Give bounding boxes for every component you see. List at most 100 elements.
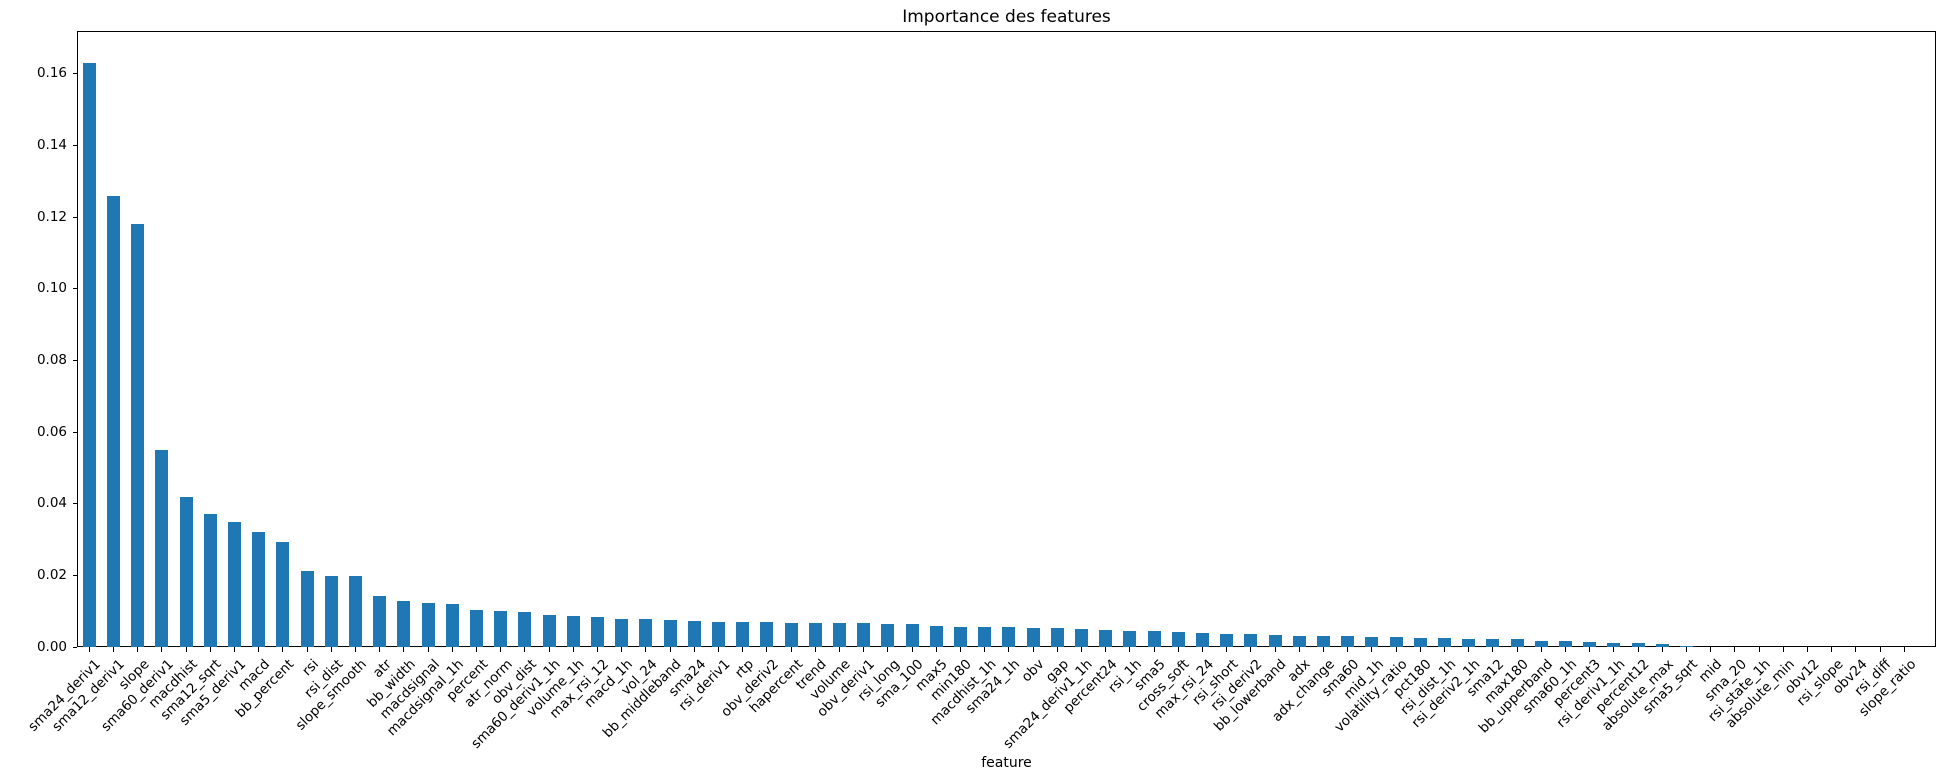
- bar-cross_soft: [1171, 631, 1185, 647]
- x-tick-mark: [911, 647, 913, 652]
- bar-rsi_long: [881, 623, 895, 647]
- x-tick-mark: [863, 647, 865, 652]
- x-tick-mark: [1419, 647, 1421, 652]
- x-tick-mark: [403, 647, 405, 652]
- bar-sma5_deriv1: [228, 521, 241, 647]
- x-tick-mark: [1032, 647, 1034, 652]
- bar-sma24_deriv1: [82, 62, 96, 647]
- bar-bb_lowerband: [1268, 634, 1282, 647]
- x-tick-mark: [1661, 647, 1663, 652]
- x-tick-mark: [306, 647, 308, 652]
- y-tick-label: 0.00: [36, 638, 67, 655]
- bar-adx: [1292, 635, 1306, 647]
- x-tick-mark: [209, 647, 211, 652]
- x-tick-mark: [548, 647, 550, 652]
- bar-rsi_dist_1h: [1438, 638, 1451, 647]
- x-tick-mark: [161, 647, 163, 652]
- x-tick-mark: [1758, 647, 1760, 652]
- x-tick-mark: [984, 647, 986, 652]
- bar-vol_24: [639, 619, 653, 647]
- x-axis-title: feature: [981, 755, 1032, 771]
- bar-rsi_short: [1220, 633, 1234, 647]
- bar-sma60_deriv1: [155, 449, 169, 647]
- x-tick-mark: [1250, 647, 1252, 652]
- x-tick-mark: [88, 647, 90, 652]
- x-tick-mark: [1879, 647, 1881, 652]
- y-tick-mark: [72, 431, 77, 433]
- y-tick-mark: [72, 574, 77, 576]
- y-tick-label: 0.04: [36, 495, 67, 512]
- bar-rtp: [736, 621, 750, 647]
- x-tick-mark: [1129, 647, 1131, 652]
- x-tick-mark: [1807, 647, 1808, 652]
- x-tick-mark: [572, 647, 574, 652]
- bar-max_rsi_24: [1196, 632, 1209, 647]
- bar-macd_1h: [615, 618, 629, 647]
- x-tick-label: obv: [1018, 656, 1048, 686]
- x-tick-mark: [645, 647, 647, 652]
- x-tick-mark: [1589, 647, 1591, 652]
- bar-slope: [131, 224, 145, 647]
- bar-hapercent: [784, 622, 798, 647]
- bar-rsi_dist: [324, 576, 338, 647]
- bar-sma60_deriv1_1h: [542, 614, 556, 647]
- x-tick-mark: [500, 647, 502, 652]
- y-tick-mark: [72, 503, 77, 505]
- y-tick-mark: [72, 144, 77, 146]
- x-tick-mark: [718, 647, 719, 652]
- bar-sma12: [1486, 639, 1500, 647]
- x-tick-mark: [355, 647, 356, 652]
- x-tick-mark: [1323, 647, 1324, 652]
- x-tick-mark: [1855, 647, 1857, 652]
- bar-obv: [1026, 628, 1040, 647]
- x-tick-mark: [742, 647, 744, 652]
- bar-obv_deriv1: [857, 622, 871, 647]
- x-tick-mark: [1782, 647, 1784, 652]
- y-tick-mark: [72, 216, 77, 218]
- x-tick-mark: [1177, 647, 1179, 652]
- x-tick-mark: [524, 647, 526, 652]
- bar-rsi_deriv2_1h: [1462, 638, 1476, 647]
- bar-obv_dist: [518, 611, 532, 647]
- bar-volatility_ratio: [1389, 637, 1403, 647]
- x-tick-mark: [935, 647, 937, 652]
- x-tick-mark: [1565, 647, 1566, 652]
- y-tick-label: 0.08: [36, 351, 67, 368]
- bar-sma24_1h: [1002, 627, 1016, 647]
- chart-title: Importance des features: [902, 7, 1111, 27]
- bar-max5: [929, 625, 943, 647]
- x-tick-mark: [137, 647, 139, 652]
- bar-adx_change: [1317, 635, 1330, 647]
- x-tick-mark: [1516, 647, 1518, 652]
- bar-rsi_deriv1_1h: [1607, 642, 1621, 647]
- bar-slope_smooth: [349, 576, 362, 647]
- x-tick-mark: [766, 647, 768, 652]
- x-tick-mark: [476, 647, 477, 652]
- bar-rsi: [300, 571, 314, 647]
- bar-absolute_max: [1655, 644, 1669, 647]
- bar-macdsignal_1h: [445, 604, 459, 647]
- x-tick-mark: [1540, 647, 1542, 652]
- x-tick-mark: [379, 647, 381, 652]
- bar-bb_upperband: [1534, 640, 1548, 647]
- x-tick-mark: [1226, 647, 1228, 652]
- y-tick-label: 0.06: [36, 423, 67, 440]
- x-tick-mark: [1710, 647, 1712, 652]
- bar-sma5: [1147, 630, 1161, 647]
- bar-percent12: [1631, 643, 1645, 647]
- x-tick-mark: [1395, 647, 1397, 652]
- x-tick-mark: [790, 647, 792, 652]
- bar-rsi_deriv1: [712, 621, 725, 647]
- x-tick-mark: [1347, 647, 1349, 652]
- x-tick-mark: [234, 647, 235, 652]
- bar-bb_middleband: [663, 620, 677, 647]
- x-tick-mark: [887, 647, 889, 652]
- bar-atr_norm: [494, 611, 508, 647]
- x-tick-mark: [451, 647, 453, 652]
- x-tick-mark: [693, 647, 695, 652]
- bar-bb_width: [397, 601, 411, 647]
- x-tick-mark: [113, 647, 114, 652]
- bar-macd: [252, 532, 266, 647]
- x-tick-mark: [1153, 647, 1155, 652]
